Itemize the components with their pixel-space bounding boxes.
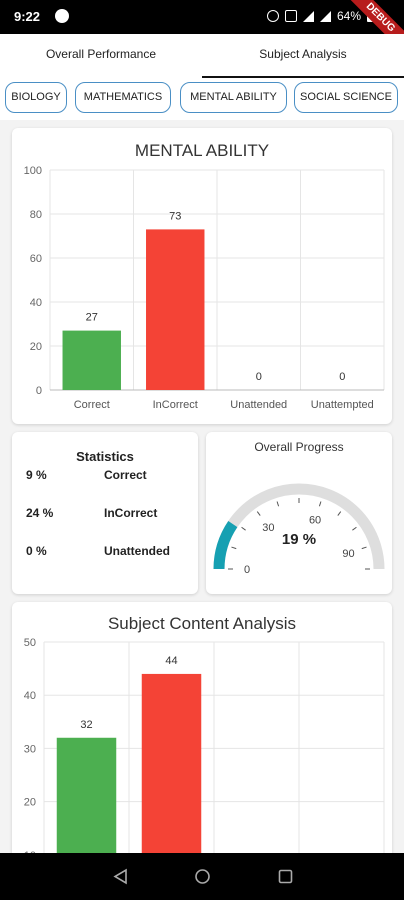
subject-content-bar-chart: 1020304050324400 bbox=[24, 637, 385, 872]
subject-chips: BIOLOGY MATHEMATICS MENTAL ABILITY SOCIA… bbox=[0, 78, 404, 120]
x-tick-label: Unattended bbox=[230, 399, 287, 411]
overall-progress-card: Overall Progress 0 30 60 90 19 % bbox=[206, 432, 392, 594]
chip-mathematics[interactable]: MATHEMATICS bbox=[75, 82, 171, 113]
data-label: 0 bbox=[339, 371, 345, 383]
gauge-tick bbox=[352, 526, 357, 531]
chart-title: Subject Content Analysis bbox=[107, 614, 297, 633]
chip-social-science[interactable]: SOCIAL SCIENCE bbox=[294, 82, 398, 113]
y-tick-label: 20 bbox=[24, 797, 36, 809]
gauge-tick-label: 0 bbox=[244, 564, 250, 576]
mental-ability-bar-chart: 0 20 40 60 80 100 27 Correct 73 InCorrect 0 Unatten… bbox=[24, 165, 385, 411]
stat-percent: 9 % bbox=[26, 468, 47, 482]
x-tick-label: InCorrect bbox=[153, 399, 198, 411]
recents-icon[interactable] bbox=[277, 868, 294, 885]
chart-title: MENTAL ABILITY bbox=[134, 141, 270, 160]
y-tick-label: 100 bbox=[24, 165, 42, 177]
back-icon[interactable] bbox=[112, 868, 129, 885]
statistics-title: Statistics bbox=[76, 449, 134, 464]
gauge-tick bbox=[361, 546, 367, 550]
stat-label: Correct bbox=[104, 468, 147, 482]
gauge-tick bbox=[276, 501, 280, 507]
tab-overall-performance[interactable]: Overall Performance bbox=[45, 47, 157, 61]
status-bar: 9:22 64% DEBUG bbox=[0, 0, 404, 60]
bar bbox=[62, 330, 121, 390]
alarm-icon bbox=[266, 10, 279, 22]
y-tick-label: 80 bbox=[30, 209, 42, 221]
gauge-tick bbox=[231, 546, 237, 550]
x-tick-label: Correct bbox=[74, 399, 110, 411]
bar bbox=[141, 673, 202, 872]
y-tick-label: 0 bbox=[36, 385, 42, 397]
app-notification-icon bbox=[55, 9, 69, 23]
chip-biology[interactable]: BIOLOGY bbox=[5, 82, 67, 113]
gauge-tick bbox=[337, 511, 342, 516]
signal-icon bbox=[319, 10, 331, 22]
data-icon bbox=[284, 10, 297, 22]
y-tick-label: 40 bbox=[30, 297, 42, 309]
mental-ability-chart-card: MENTAL ABILITY 0 20 40 60 80 100 27 Correct 73 In… bbox=[12, 128, 392, 424]
bar bbox=[146, 229, 205, 390]
chip-mental-ability[interactable]: MENTAL ABILITY bbox=[180, 82, 287, 113]
x-tick-label: Unattempted bbox=[311, 399, 374, 411]
subject-content-analysis-card: Subject Content Analysis 102030405032440… bbox=[12, 602, 392, 872]
data-label: 73 bbox=[169, 210, 181, 222]
bar bbox=[56, 737, 117, 872]
data-label: 32 bbox=[80, 719, 92, 731]
gauge-value: 19 % bbox=[282, 531, 316, 548]
data-label: 44 bbox=[165, 655, 177, 667]
gauge-tick-label: 60 bbox=[309, 515, 321, 527]
progress-gauge: 0 30 60 90 19 % bbox=[213, 483, 385, 576]
home-icon[interactable] bbox=[194, 868, 211, 885]
data-label: 27 bbox=[86, 312, 98, 324]
y-tick-label: 60 bbox=[30, 253, 42, 265]
data-label: 0 bbox=[256, 371, 262, 383]
stat-label: Unattended bbox=[104, 544, 170, 558]
tab-subject-analysis[interactable]: Subject Analysis bbox=[202, 34, 404, 78]
gauge-fill bbox=[213, 520, 238, 570]
gauge-tick-label: 30 bbox=[262, 522, 274, 534]
gauge-tick bbox=[241, 526, 246, 531]
y-tick-label: 30 bbox=[24, 743, 36, 755]
statistics-card: Statistics 9 % Correct 24 % InCorrect 0 … bbox=[12, 432, 198, 594]
y-tick-label: 20 bbox=[30, 341, 42, 353]
gauge-tick bbox=[318, 501, 322, 507]
overall-progress-title: Overall Progress bbox=[254, 440, 344, 454]
stat-percent: 24 % bbox=[26, 506, 54, 520]
android-nav-bar bbox=[0, 853, 404, 900]
gauge-tick bbox=[256, 511, 261, 516]
wifi-icon bbox=[302, 10, 314, 22]
status-icons: 64% bbox=[266, 9, 374, 23]
y-tick-label: 50 bbox=[24, 637, 36, 649]
tab-bar: Overall Performance Subject Analysis bbox=[0, 34, 404, 78]
stat-percent: 0 % bbox=[26, 544, 47, 558]
gauge-tick-label: 90 bbox=[342, 548, 354, 560]
y-tick-label: 40 bbox=[24, 690, 36, 702]
battery-text: 64% bbox=[336, 9, 361, 23]
stat-label: InCorrect bbox=[104, 506, 158, 520]
status-time: 9:22 bbox=[14, 9, 41, 24]
